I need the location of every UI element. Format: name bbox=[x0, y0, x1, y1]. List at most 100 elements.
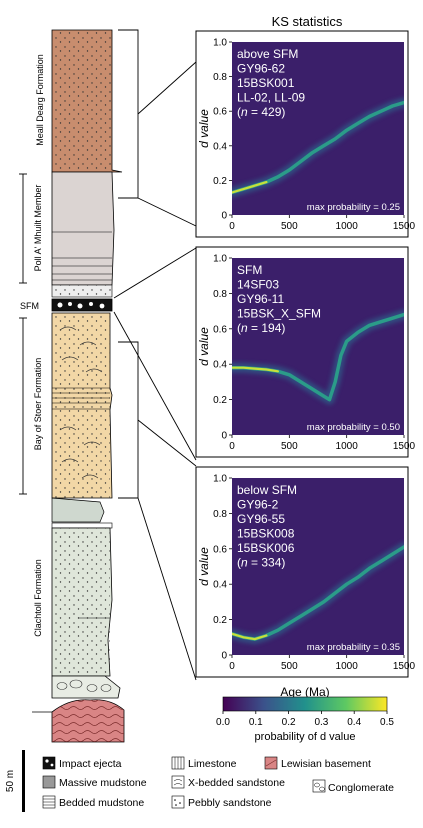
poll-a-mhuilt-bracket bbox=[19, 173, 27, 284]
svg-text:Conglomerate: Conglomerate bbox=[328, 782, 394, 794]
pebbly-swatch bbox=[171, 795, 185, 809]
density-peak bbox=[232, 632, 268, 641]
max-probability: max probability = 0.50 bbox=[307, 422, 400, 433]
x-tick-label: 1500 bbox=[393, 441, 416, 452]
y-tick-label: 0.4 bbox=[213, 360, 227, 371]
y-tick-label: 0 bbox=[221, 211, 227, 222]
y-tick-label: 0.6 bbox=[213, 324, 227, 335]
svg-text:X-bedded sandstone: X-bedded sandstone bbox=[188, 777, 285, 789]
ks-panels: 0 0.2 0.4 0.6 0.8 1.0 0 500 1000 1500 d value above… bbox=[195, 30, 416, 678]
y-tick-label: 1.0 bbox=[213, 474, 227, 485]
y-tick-label: 0.8 bbox=[213, 289, 227, 300]
ks-panel-3: 0 0.2 0.4 0.6 0.8 1.0 0 500 1000 1500 d value below… bbox=[195, 466, 416, 678]
plot-background bbox=[232, 258, 404, 435]
legend-massive-mudstone: Massive mudstone bbox=[42, 775, 147, 789]
x-axis-label: Age (Ma) bbox=[280, 685, 329, 699]
y-axis-label: d value bbox=[197, 109, 211, 148]
colorbar-tick-label: 0.1 bbox=[249, 717, 263, 728]
sample-label: 14SF03 bbox=[237, 278, 279, 292]
legend-limestone: Limestone bbox=[171, 756, 237, 770]
x-tick-label: 0 bbox=[229, 221, 235, 232]
sample-label: LL-02, LL-09 bbox=[237, 91, 305, 105]
sample-count: (n = 429) bbox=[237, 105, 285, 119]
x-tick-label: 500 bbox=[281, 441, 298, 452]
y-tick-label: 1.0 bbox=[213, 38, 227, 49]
svg-text:Pebbly sandstone: Pebbly sandstone bbox=[188, 797, 272, 809]
clachtoll-label: Clachtoll Formation bbox=[33, 559, 43, 637]
sample-label: 15BSK_X_SFM bbox=[237, 307, 321, 321]
colorbar-label: probability of d value bbox=[255, 731, 356, 743]
sample-label: SFM bbox=[237, 263, 262, 277]
sample-label: below SFM bbox=[237, 483, 297, 497]
svg-text:Impact ejecta: Impact ejecta bbox=[59, 758, 122, 770]
stratigraphic-column: Meall Dearg Formation Poll A' Mhuilt Mem… bbox=[19, 29, 197, 743]
y-tick-label: 0 bbox=[221, 651, 227, 662]
colorbar-tick-label: 0.3 bbox=[314, 717, 328, 728]
x-tick-label: 0 bbox=[229, 441, 235, 452]
x-tick-label: 500 bbox=[281, 661, 298, 672]
poll-a-mhuilt-label: Poll A' Mhuilt Member bbox=[33, 185, 43, 272]
sample-count: (n = 194) bbox=[237, 321, 285, 335]
scale-bar: 50 m bbox=[5, 750, 25, 812]
y-tick-label: 0.2 bbox=[213, 395, 227, 406]
y-tick-label: 0 bbox=[221, 431, 227, 442]
sfm-label: SFM bbox=[20, 301, 39, 311]
y-tick-label: 0.8 bbox=[213, 509, 227, 520]
y-tick-label: 0.2 bbox=[213, 615, 227, 626]
colorbar-tick-label: 0.5 bbox=[380, 717, 394, 728]
sample-label: GY96-55 bbox=[237, 512, 285, 526]
legend-x-bedded: X-bedded sandstone bbox=[171, 775, 285, 789]
max-probability: max probability = 0.35 bbox=[307, 642, 400, 653]
legend-lewisian: Lewisian basement bbox=[264, 756, 371, 770]
sample-label: 15BSK006 bbox=[237, 541, 295, 555]
y-axis-label: d value bbox=[197, 547, 211, 586]
massive-mudstone-swatch bbox=[42, 775, 56, 789]
y-tick-label: 0.2 bbox=[213, 176, 227, 187]
sample-label: 15BSK008 bbox=[237, 527, 295, 541]
svg-text:Limestone: Limestone bbox=[188, 758, 237, 770]
x-tick-label: 1500 bbox=[393, 661, 416, 672]
colorbar-tick-label: 0.4 bbox=[347, 717, 361, 728]
sample-count: (n = 334) bbox=[237, 556, 285, 570]
sample-label: above SFM bbox=[237, 47, 298, 61]
max-probability: max probability = 0.25 bbox=[307, 202, 400, 213]
impact-ejecta-swatch bbox=[42, 756, 56, 770]
ks-panel-1: 0 0.2 0.4 0.6 0.8 1.0 0 500 1000 1500 d value above… bbox=[195, 30, 416, 238]
legend-pebbly: Pebbly sandstone bbox=[171, 795, 272, 809]
y-tick-label: 0.4 bbox=[213, 141, 227, 152]
sample-label: GY96-62 bbox=[237, 62, 285, 76]
ks-panel-2: 0 0.2 0.4 0.6 0.8 1.0 0 500 1000 1500 d value SFM14… bbox=[195, 246, 416, 458]
x-tick-label: 1500 bbox=[393, 221, 416, 232]
sample-label: GY96-2 bbox=[237, 498, 279, 512]
bay-of-stoer-label: Bay of Stoer Formation bbox=[33, 358, 43, 451]
sample-label: 15BSK001 bbox=[237, 76, 295, 90]
colorbar-gradient bbox=[222, 696, 388, 712]
y-tick-label: 0.4 bbox=[213, 580, 227, 591]
y-tick-label: 0.6 bbox=[213, 544, 227, 555]
legend-impact-ejecta: Impact ejecta bbox=[42, 756, 122, 770]
x-tick-label: 1000 bbox=[336, 661, 359, 672]
density-peak bbox=[232, 181, 268, 194]
y-tick-label: 1.0 bbox=[213, 254, 227, 265]
colorbar: 0.0 0.1 0.2 0.3 0.4 0.5 probability of d valu… bbox=[216, 696, 394, 743]
poll-a-mhuilt-unit bbox=[51, 171, 115, 286]
sample-label: GY96-11 bbox=[237, 292, 284, 306]
x-tick-label: 1000 bbox=[336, 441, 359, 452]
colorbar-tick-label: 0.0 bbox=[216, 717, 230, 728]
density-peak bbox=[232, 366, 279, 373]
x-tick-label: 1000 bbox=[336, 221, 359, 232]
x-tick-label: 500 bbox=[281, 221, 298, 232]
y-tick-label: 0.6 bbox=[213, 107, 227, 118]
scale-bar-label: 50 m bbox=[5, 770, 16, 792]
svg-text:Massive mudstone: Massive mudstone bbox=[59, 777, 147, 789]
bay-of-stoer-bracket bbox=[19, 317, 27, 495]
legend: Impact ejecta Limestone Lewisian basemen… bbox=[42, 756, 394, 809]
y-axis-label: d value bbox=[197, 327, 211, 366]
svg-text:Bedded mudstone: Bedded mudstone bbox=[59, 797, 144, 809]
x-tick-label: 0 bbox=[229, 661, 235, 672]
y-tick-label: 0.8 bbox=[213, 72, 227, 83]
svg-text:Lewisian basement: Lewisian basement bbox=[281, 758, 371, 770]
figure-title: KS statistics bbox=[272, 14, 343, 29]
legend-conglomerate: Conglomerate bbox=[312, 779, 394, 794]
